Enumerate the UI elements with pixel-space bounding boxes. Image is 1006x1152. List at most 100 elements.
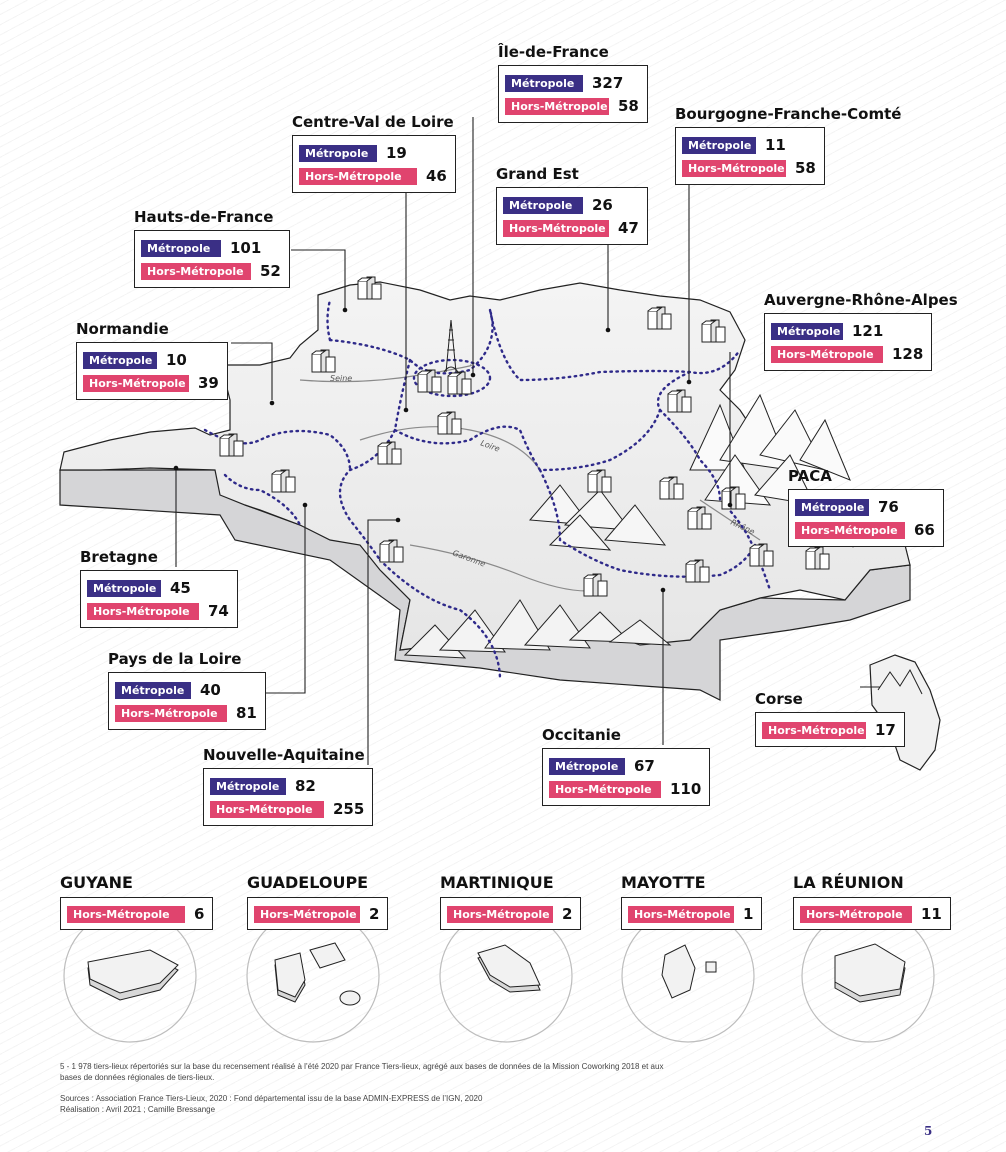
region-name: Centre-Val de Loire [292,113,454,131]
eiffel-tower-icon [443,319,459,373]
dom-reunion-panel: Hors-Métropole 11 [793,897,951,930]
metropole-value: 45 [170,579,191,597]
region-hdf: Hauts-de-France Métropole 101 Hors-Métrop… [134,208,290,288]
hors-metropole-value: 11 [921,905,942,923]
region-bre: Bretagne Métropole 45 Hors-Métropole 74 [80,548,238,628]
region-cvl: Centre-Val de Loire Métropole 19 Hors-Mét… [292,113,456,193]
metropole-bar: Métropole [115,681,191,699]
hors-metropole-bar: Hors-Métropole [503,219,609,237]
metropole-value: 40 [200,681,221,699]
footnote: 5 - 1 978 tiers-lieux répertoriés sur la… [60,1061,663,1083]
hors-metropole-value: 6 [194,905,205,923]
metropole-bar: Métropole [549,757,625,775]
metropole-value: 82 [295,777,316,795]
hors-metropole-value: 2 [562,905,573,923]
region-idf: Île-de-France Métropole 327 Hors-Métropol… [498,43,648,123]
hors-metropole-bar: Hors-Métropole [87,602,199,620]
region-panel: Métropole 121 Hors-Métropole 128 [764,313,933,371]
hors-metropole-value: 110 [670,780,702,798]
region-name: PACA [788,467,832,485]
region-panel: Métropole 67 Hors-Métropole 110 [542,748,711,806]
hors-metropole-value: 58 [618,97,639,115]
metropole-bar: Métropole [210,777,286,795]
region-panel: Métropole 11 Hors-Métropole 58 [675,127,825,185]
massif-central-mountains [528,484,667,551]
region-panel: Métropole 19 Hors-Métropole 46 [292,135,456,193]
hors-metropole-bar: Hors-Métropole [762,721,866,739]
hors-metropole-bar: Hors-Métropole [682,159,786,177]
region-name: Pays de la Loire [108,650,242,668]
hors-metropole-bar: Hors-Métropole [141,262,251,280]
hors-metropole-bar: Hors-Métropole [83,374,189,392]
footnote-line-1: 5 - 1 978 tiers-lieux répertoriés sur la… [60,1062,664,1071]
hors-metropole-value: 52 [260,262,281,280]
metropole-bar: Métropole [83,351,157,369]
hors-metropole-bar: Hors-Métropole [67,905,185,923]
region-panel: Métropole 76 Hors-Métropole 66 [788,489,944,547]
hors-metropole-value: 1 [743,905,754,923]
hors-metropole-bar: Hors-Métropole [254,905,360,923]
metropole-bar: Métropole [771,322,843,340]
region-panel: Métropole 10 Hors-Métropole 39 [76,342,228,400]
dom-reunion-title: LA RÉUNION [793,873,904,892]
dom-guyane-title: GUYANE [60,873,133,892]
region-panel: Hors-Métropole 17 [755,712,905,747]
hors-metropole-bar: Hors-Métropole [628,905,734,923]
hors-metropole-bar: Hors-Métropole [800,905,912,923]
metropole-bar: Métropole [503,196,583,214]
metropole-value: 76 [878,498,899,516]
dom-martinique-title: MARTINIQUE [440,873,554,892]
region-panel: Métropole 327 Hors-Métropole 58 [498,65,648,123]
sources-line: Sources : Association France Tiers-Lieux… [60,1094,483,1103]
region-panel: Métropole 40 Hors-Métropole 81 [108,672,266,730]
region-panel: Métropole 45 Hors-Métropole 74 [80,570,238,628]
region-bfc: Bourgogne-Franche-Comté Métropole 11 Hors… [675,105,901,185]
metropole-bar: Métropole [87,579,161,597]
region-name: Corse [755,690,803,708]
hors-metropole-bar: Hors-Métropole [549,780,661,798]
hors-metropole-bar: Hors-Métropole [210,800,324,818]
river-label-seine: Seine [330,374,352,383]
metropole-value: 101 [230,239,262,257]
metropole-value: 10 [166,351,187,369]
hors-metropole-value: 255 [333,800,365,818]
dom-guyane-panel: Hors-Métropole 6 [60,897,214,930]
metropole-bar: Métropole [299,144,377,162]
realisation-line: Réalisation : Avril 2021 ; Camille Bress… [60,1105,216,1114]
dom-guadeloupe-panel: Hors-Métropole 2 [247,897,389,930]
hors-metropole-bar: Hors-Métropole [771,345,883,363]
metropole-bar: Métropole [141,239,221,257]
metropole-value: 327 [592,74,624,92]
page-number: 5 [924,1124,933,1138]
region-name: Bretagne [80,548,158,566]
region-occ: Occitanie Métropole 67 Hors-Métropole 110 [542,726,711,806]
hors-metropole-bar: Hors-Métropole [299,167,417,185]
region-nor: Normandie Métropole 10 Hors-Métropole 39 [76,320,228,400]
region-cor: Corse Hors-Métropole 17 [755,690,905,747]
region-name: Hauts-de-France [134,208,274,226]
region-panel: Métropole 26 Hors-Métropole 47 [496,187,648,245]
sources: Sources : Association France Tiers-Lieux… [60,1093,482,1115]
hors-metropole-value: 128 [892,345,924,363]
hors-metropole-value: 58 [795,159,816,177]
dom-mayotte-title: MAYOTTE [621,873,706,892]
hors-metropole-bar: Hors-Métropole [447,905,553,923]
hors-metropole-bar: Hors-Métropole [795,521,905,539]
dom-martinique-panel: Hors-Métropole 2 [440,897,582,930]
metropole-value: 19 [386,144,407,162]
region-paca: PACA Métropole 76 Hors-Métropole 66 [788,467,944,547]
metropole-value: 121 [852,322,884,340]
hors-metropole-value: 2 [369,905,380,923]
metropole-bar: Métropole [682,136,756,154]
hors-metropole-value: 46 [426,167,447,185]
footnote-line-2: bases de données régionales de tiers-lie… [60,1073,215,1082]
metropole-value: 26 [592,196,613,214]
region-name: Nouvelle-Aquitaine [203,746,365,764]
region-name: Occitanie [542,726,621,744]
region-panel: Métropole 101 Hors-Métropole 52 [134,230,290,288]
region-name: Île-de-France [498,43,609,61]
dom-guadeloupe-title: GUADELOUPE [247,873,369,892]
region-ge: Grand Est Métropole 26 Hors-Métropole 47 [496,165,648,245]
metropole-bar: Métropole [795,498,869,516]
